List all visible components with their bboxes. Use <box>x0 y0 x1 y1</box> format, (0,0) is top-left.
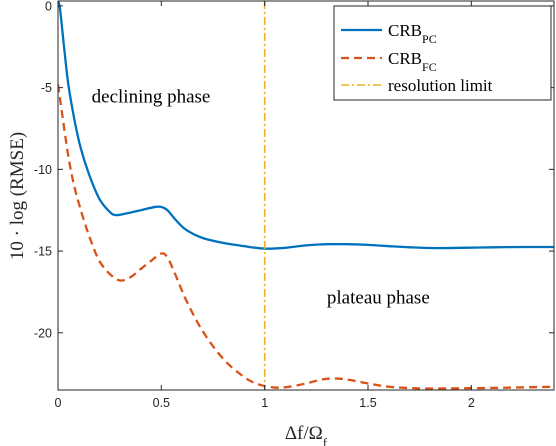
y-tick-label: 0 <box>45 0 52 13</box>
x-axis-label: Δf/Ωf <box>285 423 328 446</box>
x-tick-label: 0 <box>55 396 62 410</box>
series-line-crb-pc <box>58 1 554 250</box>
y-tick-label: -10 <box>34 163 52 177</box>
legend-label-resolution-limit: resolution limit <box>388 76 493 95</box>
x-tick-label: 1.5 <box>359 396 376 410</box>
x-tick-label: 1 <box>261 396 268 410</box>
legend: CRBPC CRBFC resolution limit <box>333 5 552 101</box>
legend-label-crb-pc: CRBPC <box>388 21 437 46</box>
axis-layer: 0 0.5 1 1.5 2 0 -5 -10 -15 -20 <box>34 0 555 410</box>
y-tick-label: -20 <box>34 326 52 340</box>
annotation-layer: declining phase plateau phase <box>92 86 430 308</box>
x-tick-label: 0.5 <box>153 396 170 410</box>
plot-frame <box>57 0 555 391</box>
y-tick-label: -5 <box>41 81 52 95</box>
y-axis-label: 10 · log (RMSE) <box>7 132 28 260</box>
y-tick-label: -15 <box>34 245 52 259</box>
series-layer <box>58 1 554 390</box>
legend-box <box>333 5 552 101</box>
annotation-declining-phase: declining phase <box>92 86 211 107</box>
annotation-plateau-phase: plateau phase <box>327 287 430 308</box>
legend-label-crb-fc: CRBFC <box>388 49 437 74</box>
x-tick-label: 2 <box>468 396 475 410</box>
